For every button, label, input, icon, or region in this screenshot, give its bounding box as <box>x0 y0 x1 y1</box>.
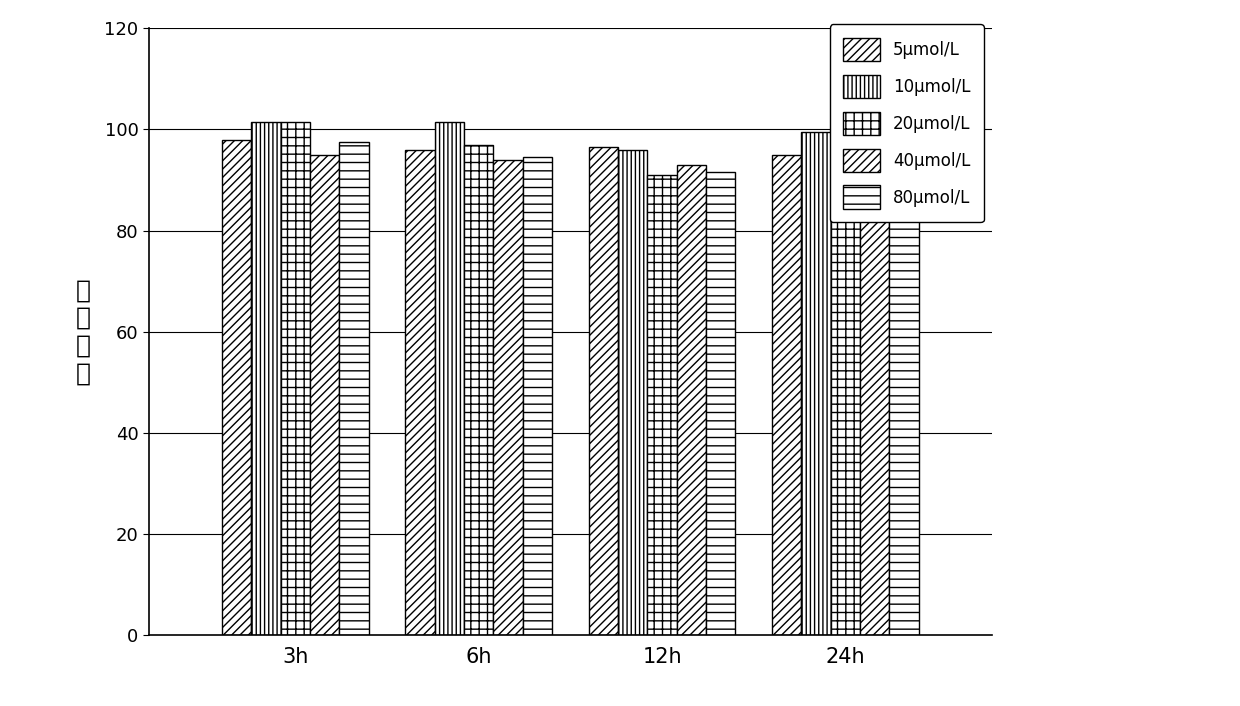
Bar <box>831 150 861 635</box>
Bar <box>677 164 706 635</box>
Bar <box>889 170 919 635</box>
Bar <box>435 122 464 635</box>
Bar <box>252 122 280 635</box>
Bar <box>280 122 310 635</box>
Bar <box>494 160 523 635</box>
Bar <box>222 140 252 635</box>
Bar <box>340 142 368 635</box>
Legend: 5μmol/L, 10μmol/L, 20μmol/L, 40μmol/L, 80μmol/L: 5μmol/L, 10μmol/L, 20μmol/L, 40μmol/L, 8… <box>830 25 983 222</box>
Bar <box>706 172 735 635</box>
Bar <box>801 132 831 635</box>
Bar <box>861 155 889 635</box>
Bar <box>647 175 677 635</box>
Bar <box>523 157 552 635</box>
Bar <box>773 155 801 635</box>
Bar <box>589 147 618 635</box>
Bar <box>618 150 647 635</box>
Bar <box>405 150 435 635</box>
Bar <box>310 155 340 635</box>
Y-axis label: 细
胞
活
性: 细 胞 活 性 <box>76 278 91 385</box>
Bar <box>464 145 494 635</box>
